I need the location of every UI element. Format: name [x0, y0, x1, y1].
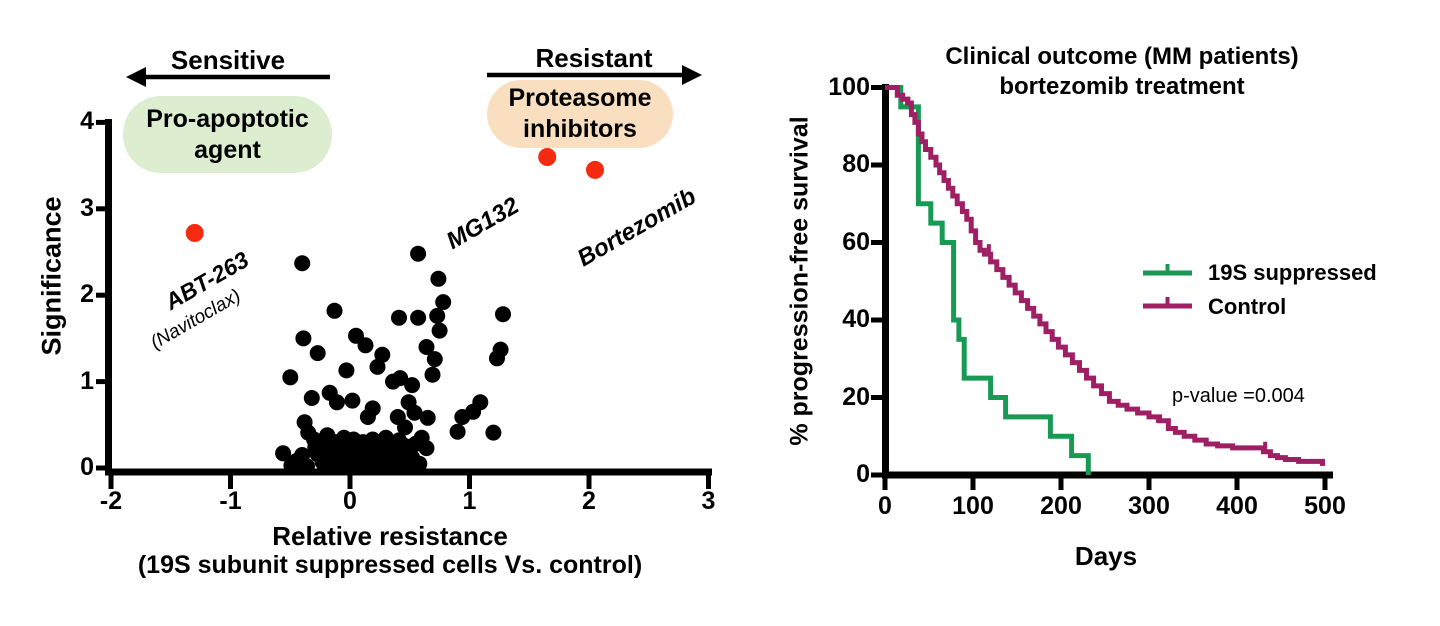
scatter-point — [426, 351, 443, 368]
scatter-point — [357, 337, 374, 354]
left-y-tick-label: 2 — [80, 280, 94, 309]
proteasome-inhibitors-box-label: Proteasome inhibitors — [508, 84, 652, 143]
scatter-point — [299, 458, 315, 475]
resistant-arrow-head — [682, 65, 702, 85]
scatter-point — [413, 429, 430, 446]
scatter-point — [419, 409, 436, 426]
scatter-point — [406, 404, 423, 421]
right-y-tick-label: 0 — [856, 460, 870, 488]
left-y-tick-label: 3 — [80, 193, 94, 222]
highlighted-point-abt-263 — [185, 224, 204, 242]
scatter-point — [489, 350, 505, 367]
scatter-point — [385, 441, 401, 457]
sensitive-arrow-head — [126, 67, 146, 87]
scatter-point — [424, 366, 441, 383]
scatter-point — [495, 306, 511, 323]
scatter-point — [410, 309, 427, 326]
right-x-tick-label: 500 — [1304, 492, 1346, 520]
scatter-point — [411, 455, 428, 472]
scatter-point — [391, 309, 407, 326]
resistant-direction-label: Resistant — [535, 43, 653, 73]
km-curve-19s-suppressed — [885, 85, 1091, 475]
highlighted-point-mg132 — [538, 148, 557, 166]
scatter-point — [454, 409, 471, 425]
scatter-point — [352, 451, 369, 468]
scatter-point — [295, 330, 312, 347]
scatter-point — [336, 429, 352, 446]
right-x-tick-label: 100 — [952, 492, 994, 520]
left-y-tick-label: 4 — [80, 107, 94, 136]
left-x-tick-label: -1 — [219, 487, 242, 515]
scatter-point — [374, 346, 391, 363]
right-y-tick-label: 100 — [828, 72, 870, 101]
right-y-tick-label: 40 — [842, 305, 870, 333]
scatter-point — [485, 424, 502, 441]
left-x-axis-subtitle: (19S subunit suppressed cells Vs. contro… — [137, 551, 643, 579]
scatter-point — [309, 345, 326, 362]
scatter-point — [294, 255, 311, 272]
left-y-tick-label: 1 — [80, 366, 94, 395]
left-y-tick-label: 0 — [80, 453, 94, 481]
right-chart-title-line2: bortezomib treatment — [999, 73, 1245, 100]
left-x-tick-label: 3 — [701, 487, 716, 515]
scatter-point — [359, 409, 376, 425]
right-x-tick-label: 200 — [1040, 492, 1082, 520]
sensitive-direction-label: Sensitive — [170, 45, 286, 75]
scatter-point — [418, 339, 435, 355]
pro-apoptotic-agent-box: Pro-apoptotic agent — [123, 96, 332, 173]
highlighted-point-bortezomib — [586, 160, 604, 179]
right-y-tick-label: 80 — [842, 150, 870, 178]
scatter-point — [435, 294, 452, 311]
right-y-tick-label: 20 — [842, 382, 870, 411]
scatter-point — [404, 377, 421, 394]
scatter-point — [344, 392, 361, 409]
right-y-tick-label: 60 — [842, 227, 870, 256]
left-x-tick-label: 2 — [582, 487, 596, 515]
p-value-annotation: p-value =0.004 — [1172, 385, 1305, 407]
scatter-point — [430, 270, 447, 287]
right-x-tick-label: 300 — [1128, 492, 1170, 520]
left-x-tick-label: 1 — [462, 487, 477, 515]
scatter-point — [275, 445, 292, 462]
left-x-tick-label: 0 — [343, 487, 357, 515]
right-x-axis-title: Days — [1074, 541, 1138, 571]
right-x-tick-label: 400 — [1216, 492, 1258, 520]
scatter-point — [328, 394, 345, 411]
km-curve-control — [885, 85, 1325, 466]
scatter-point — [431, 322, 448, 339]
scatter-point — [303, 390, 320, 406]
scatter-point — [326, 302, 343, 319]
legend-label-19s-suppressed: 19S suppressed — [1208, 260, 1377, 285]
scatter-point — [282, 369, 299, 386]
scatter-point — [331, 448, 348, 465]
right-chart-title-line1: Clinical outcome (MM patients) — [945, 43, 1299, 70]
scatter-point — [449, 423, 466, 440]
left-x-axis-title: Relative resistance — [272, 521, 508, 551]
left-x-tick-label: -2 — [99, 487, 123, 515]
scatter-point — [410, 245, 427, 262]
proteasome-inhibitors-box: Proteasome inhibitors — [487, 80, 673, 148]
right-x-tick-label: 0 — [878, 492, 892, 520]
scatter-point — [338, 362, 355, 379]
legend-label-control: Control — [1208, 294, 1287, 319]
scatter-point — [309, 446, 326, 463]
scatter-point — [397, 419, 413, 436]
scatter-point — [385, 373, 401, 390]
pro-apoptotic-agent-box-label: Pro-apoptotic agent — [146, 104, 309, 164]
scatter-point — [429, 307, 446, 324]
scatter-point — [369, 358, 386, 375]
